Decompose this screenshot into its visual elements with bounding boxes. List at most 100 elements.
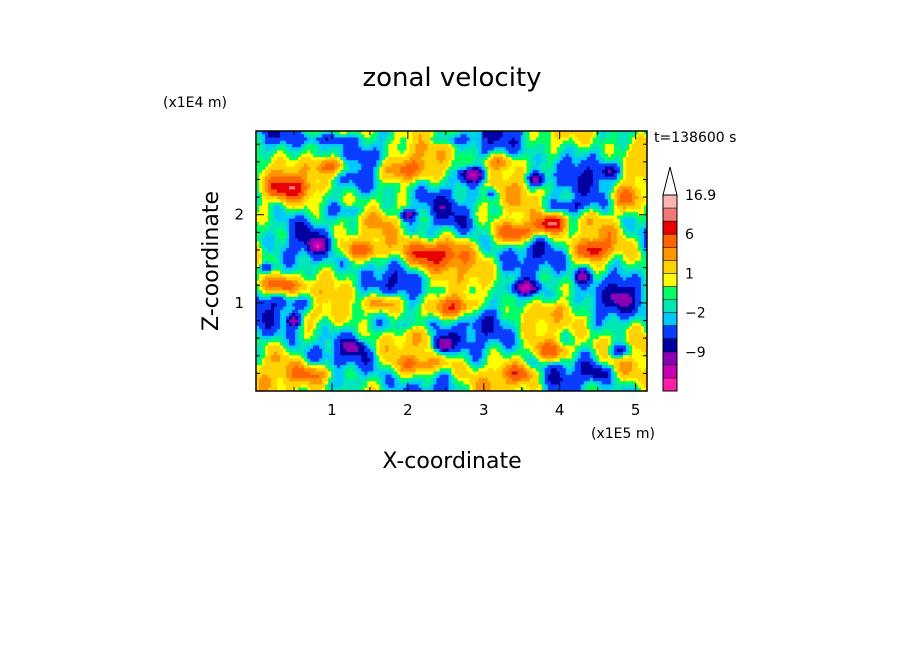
contour-cell: [382, 238, 386, 242]
contour-cell: [604, 212, 609, 216]
contour-cell: [625, 176, 630, 181]
contour-cell: [481, 212, 485, 216]
contour-cell: [598, 251, 603, 255]
contour-cell: [304, 131, 308, 135]
contour-cell: [334, 248, 338, 252]
contour-cell: [487, 228, 491, 233]
contour-cell: [607, 144, 612, 148]
contour-cell: [589, 238, 594, 242]
contour-cell: [622, 248, 627, 252]
contour-cell: [526, 205, 531, 210]
contour-cell: [499, 147, 504, 151]
contour-cell: [265, 134, 269, 138]
contour-cell: [535, 248, 540, 252]
contour-cell: [484, 147, 488, 151]
contour-cell: [328, 212, 332, 216]
contour-cell: [610, 140, 615, 145]
contour-cell: [574, 150, 579, 155]
contour-cell: [610, 212, 615, 216]
contour-cell: [556, 144, 561, 148]
contour-cell: [415, 199, 419, 203]
contour-cell: [367, 241, 371, 246]
contour-cell: [640, 131, 645, 135]
contour-cell: [592, 144, 597, 148]
contour-cell: [340, 144, 344, 148]
contour-cell: [514, 147, 519, 151]
contour-cell: [472, 140, 476, 145]
contour-cell: [544, 218, 549, 223]
contour-cell: [535, 137, 540, 142]
contour-cell: [562, 134, 567, 138]
contour-cell: [523, 179, 528, 184]
contour-cell: [505, 222, 510, 226]
contour-cell: [610, 179, 615, 184]
contour-cell: [421, 140, 425, 145]
contour-cell: [634, 222, 639, 226]
contour-cell: [322, 205, 326, 210]
contour-cell: [601, 179, 606, 184]
contour-cell: [616, 251, 621, 255]
contour-cell: [301, 176, 305, 181]
contour-cell: [640, 205, 645, 210]
contour-cell: [364, 248, 368, 252]
contour-cell: [460, 176, 464, 181]
contour-cell: [325, 231, 329, 236]
contour-cell: [427, 235, 431, 239]
contour-cell: [619, 235, 624, 239]
contour-cell: [466, 235, 470, 239]
contour-cell: [301, 189, 305, 194]
contour-cell: [589, 225, 594, 229]
contour-cell: [394, 209, 398, 213]
contour-cell: [439, 153, 443, 158]
contour-cell: [619, 144, 624, 148]
contour-cell: [403, 196, 407, 200]
contour-cell: [481, 205, 485, 210]
contour-cell: [607, 228, 612, 233]
contour-cell: [292, 166, 296, 171]
contour-cell: [343, 137, 347, 142]
contour-cell: [256, 153, 260, 158]
contour-cell: [376, 134, 380, 138]
contour-cell: [541, 157, 546, 161]
contour-cell: [457, 163, 461, 168]
contour-cell: [574, 251, 579, 255]
contour-cell: [499, 150, 504, 155]
contour-cell: [280, 134, 284, 138]
contour-cell: [538, 160, 543, 164]
contour-cell: [283, 186, 287, 190]
contour-cell: [358, 218, 362, 223]
contour-cell: [580, 147, 585, 151]
contour-cell: [364, 202, 368, 207]
contour-cell: [280, 189, 284, 194]
contour-cell: [469, 173, 473, 177]
contour-cell: [526, 186, 531, 190]
contour-cell: [319, 157, 323, 161]
contour-cell: [388, 153, 392, 158]
contour-cell: [340, 218, 344, 223]
contour-cell: [544, 131, 549, 135]
contour-cell: [607, 202, 612, 207]
contour-cell: [553, 140, 558, 145]
contour-cell: [463, 153, 467, 158]
contour-cell: [532, 205, 537, 210]
contour-cell: [484, 186, 488, 190]
contour-cell: [397, 228, 401, 233]
contour-cell: [364, 205, 368, 210]
contour-cell: [505, 244, 510, 249]
contour-cell: [574, 235, 579, 239]
contour-cell: [511, 176, 516, 181]
contour-cell: [538, 186, 543, 190]
contour-cell: [403, 222, 407, 226]
contour-cell: [373, 254, 377, 259]
contour-cell: [568, 231, 573, 236]
contour-cell: [271, 241, 275, 246]
contour-cell: [565, 176, 570, 181]
contour-cell: [448, 173, 452, 177]
contour-cell: [469, 215, 473, 220]
contour-cell: [568, 176, 573, 181]
contour-cell: [409, 157, 413, 161]
contour-cell: [541, 140, 546, 145]
contour-cell: [292, 134, 296, 138]
contour-cell: [439, 199, 443, 203]
contour-cell: [361, 189, 365, 194]
